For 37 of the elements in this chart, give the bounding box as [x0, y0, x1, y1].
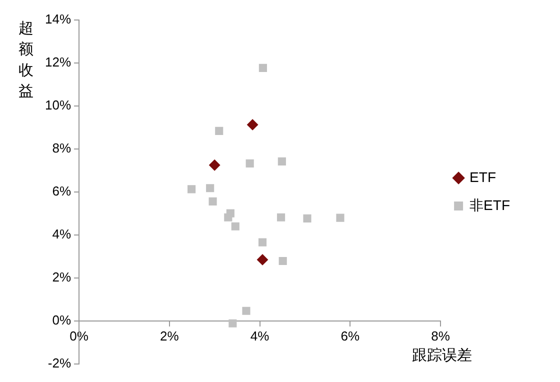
point	[188, 185, 196, 194]
x-axis-title: 跟踪误差	[412, 346, 472, 365]
y-tick-label: 4%	[52, 226, 72, 242]
point	[215, 126, 224, 135]
point	[228, 319, 237, 328]
x-tick-label: 2%	[160, 328, 180, 344]
point	[257, 254, 268, 266]
point	[258, 238, 267, 246]
point	[231, 222, 240, 230]
point	[258, 64, 267, 72]
point	[278, 256, 287, 266]
y-tick-label: 0%	[52, 312, 72, 328]
point	[276, 213, 286, 222]
point	[303, 214, 312, 222]
point	[247, 119, 258, 130]
y-tick-label: 2%	[52, 270, 72, 285]
point	[224, 213, 232, 222]
point	[246, 159, 254, 168]
point	[336, 214, 344, 222]
y-axis-title: 超额收益	[18, 19, 34, 102]
point	[242, 306, 250, 315]
x-tick-label: 8%	[431, 328, 450, 344]
y-tick-label: -2%	[48, 356, 72, 371]
legend-label: 非ETF	[470, 196, 510, 213]
y-tick-label: 10%	[44, 98, 72, 113]
y-tick-label: 12%	[44, 54, 72, 70]
point	[208, 197, 217, 206]
point	[209, 160, 220, 171]
x-tick-label: 4%	[250, 328, 270, 344]
x-tick-label: 6%	[340, 328, 360, 344]
point	[278, 157, 286, 166]
legend-label: ETF	[470, 168, 496, 185]
point	[206, 184, 214, 192]
y-tick-label: 8%	[52, 140, 72, 156]
y-tick-label: 14%	[44, 12, 72, 27]
x-tick-label: 0%	[70, 328, 89, 344]
y-tick-label: 6%	[52, 184, 72, 199]
